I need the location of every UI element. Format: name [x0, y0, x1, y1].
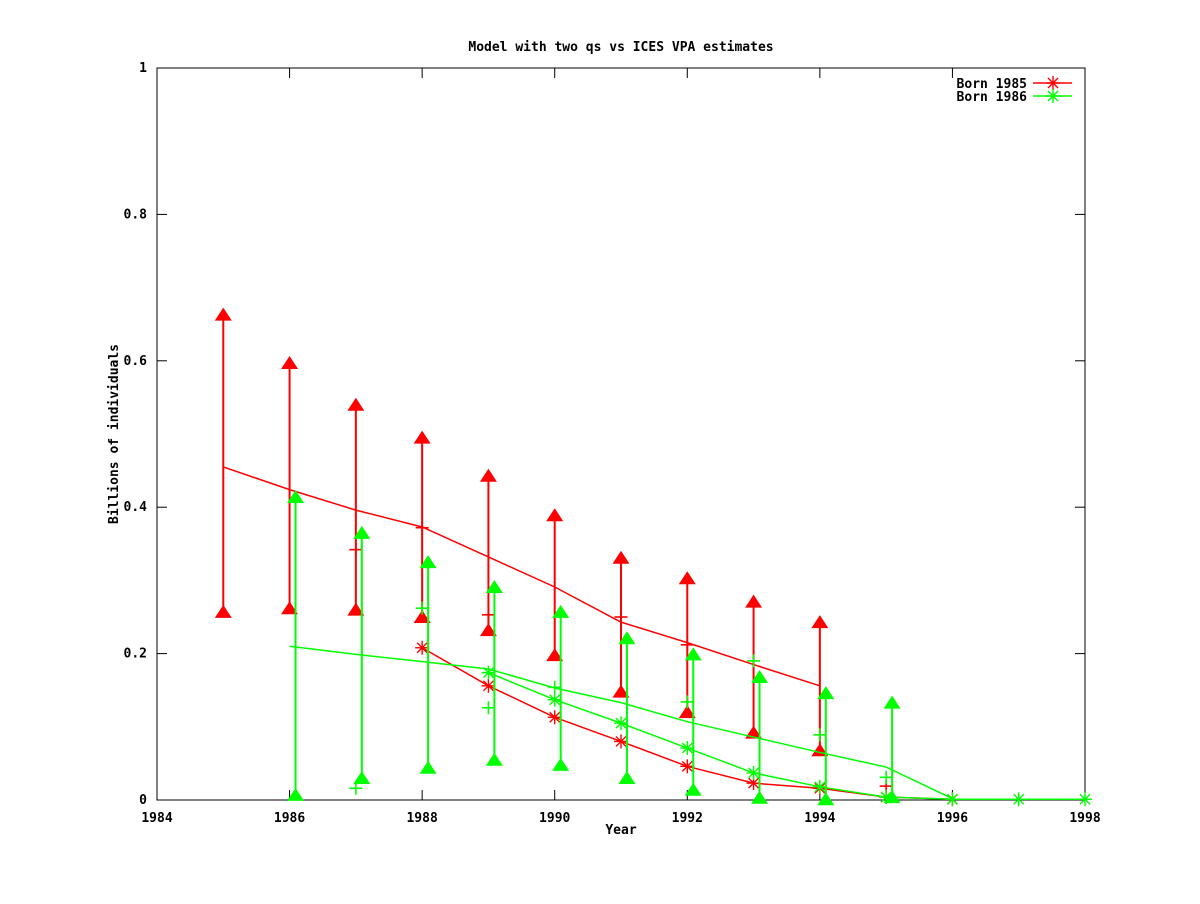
- triangle-up-marker: [353, 525, 371, 539]
- x-tick-label: 1990: [539, 811, 570, 826]
- y-tick-label: 0.2: [124, 647, 147, 662]
- x-tick-label: 1998: [1069, 811, 1100, 826]
- y-tick-label: 1: [139, 61, 147, 76]
- triangle-up-marker: [419, 760, 437, 774]
- asterisk-marker: [681, 742, 693, 754]
- triangle-up-marker: [485, 579, 503, 593]
- chart-title: Model with two qs vs ICES VPA estimates: [468, 40, 773, 55]
- triangle-up-marker: [546, 508, 564, 522]
- asterisk-marker: [1079, 793, 1091, 805]
- asterisk-marker: [748, 767, 760, 779]
- triangle-up-marker: [678, 705, 696, 719]
- plot-border: [156, 67, 1086, 801]
- triangle-up-marker: [281, 601, 299, 615]
- asterisk-marker: [748, 777, 760, 789]
- legend-label-born-1985: Born 1985: [957, 77, 1027, 92]
- triangle-up-marker: [347, 602, 365, 616]
- x-axis-label: Year: [605, 823, 636, 838]
- triangle-up-marker: [485, 752, 503, 766]
- asterisk-marker: [1013, 793, 1025, 805]
- x-tick-label: 1992: [672, 811, 703, 826]
- y-axis-label: Billions of individuals: [107, 344, 122, 524]
- asterisk-marker: [946, 793, 958, 805]
- triangle-up-marker: [546, 648, 564, 662]
- x-tick-label: 1996: [937, 811, 968, 826]
- x-tick-label: 1986: [274, 811, 305, 826]
- asterisk-marker: [482, 680, 494, 692]
- triangle-up-marker: [751, 790, 769, 804]
- y-tick-label: 0: [139, 793, 147, 808]
- triangle-up-marker: [419, 555, 437, 569]
- legend-sample-asterisk-marker: [1047, 90, 1059, 102]
- y-tick-label: 0.8: [124, 207, 148, 222]
- plot-area: 1984 1986 1988 1990 1992 1994 1996 1998 0 0.2 0.4 0…: [124, 61, 1101, 826]
- triangle-up-marker: [751, 670, 769, 684]
- asterisk-marker: [482, 667, 494, 679]
- asterisk-marker: [615, 717, 627, 729]
- triangle-up-marker: [214, 604, 232, 618]
- legend-samples: [1033, 76, 1072, 103]
- asterisk-marker: [681, 760, 693, 772]
- triangle-up-marker: [413, 430, 431, 444]
- triangle-up-marker: [552, 757, 570, 771]
- triangle-up-marker: [817, 686, 835, 700]
- legend-label-born-1986: Born 1986: [957, 90, 1028, 105]
- asterisk-marker: [615, 735, 627, 747]
- triangle-up-marker: [479, 468, 497, 482]
- triangle-up-marker: [214, 307, 232, 321]
- triangle-up-marker: [811, 615, 829, 629]
- asterisk-marker: [814, 781, 826, 793]
- y-tick-label: 0.4: [124, 500, 148, 515]
- triangle-up-marker: [281, 355, 299, 369]
- triangle-up-marker: [883, 790, 901, 804]
- asterisk-marker: [549, 694, 561, 706]
- x-tick-label: 1984: [141, 811, 172, 826]
- triangle-up-marker: [287, 787, 305, 801]
- born-1986-estimate-line: [488, 671, 1085, 801]
- born-1985-model-line: [223, 466, 821, 687]
- triangle-up-marker: [347, 397, 365, 411]
- x-tick-label: 1988: [406, 811, 437, 826]
- triangle-up-marker: [612, 684, 630, 698]
- triangle-up-marker: [817, 792, 835, 806]
- triangle-up-marker: [618, 631, 636, 645]
- triangle-up-marker: [353, 771, 371, 785]
- legend-sample-asterisk-marker: [1047, 77, 1059, 89]
- triangle-up-marker: [612, 550, 630, 564]
- asterisk-marker: [416, 642, 428, 654]
- triangle-up-marker: [413, 610, 431, 623]
- triangle-up-marker: [745, 594, 763, 608]
- asterisk-marker: [549, 711, 561, 723]
- triangle-up-marker: [678, 571, 696, 585]
- x-tick-label: 1994: [804, 811, 835, 826]
- born-1986-model-line: [289, 645, 953, 800]
- triangle-up-marker: [552, 604, 570, 618]
- triangle-up-marker: [479, 623, 497, 637]
- asterisk-marker: [880, 791, 892, 803]
- triangle-up-marker: [618, 771, 636, 785]
- triangle-up-marker: [684, 647, 702, 661]
- legend: Born 1985 Born 1986: [957, 76, 1072, 105]
- triangle-up-marker: [883, 695, 901, 709]
- y-tick-label: 0.6: [124, 354, 148, 369]
- triangle-up-marker: [287, 489, 305, 503]
- triangle-up-marker: [684, 782, 702, 796]
